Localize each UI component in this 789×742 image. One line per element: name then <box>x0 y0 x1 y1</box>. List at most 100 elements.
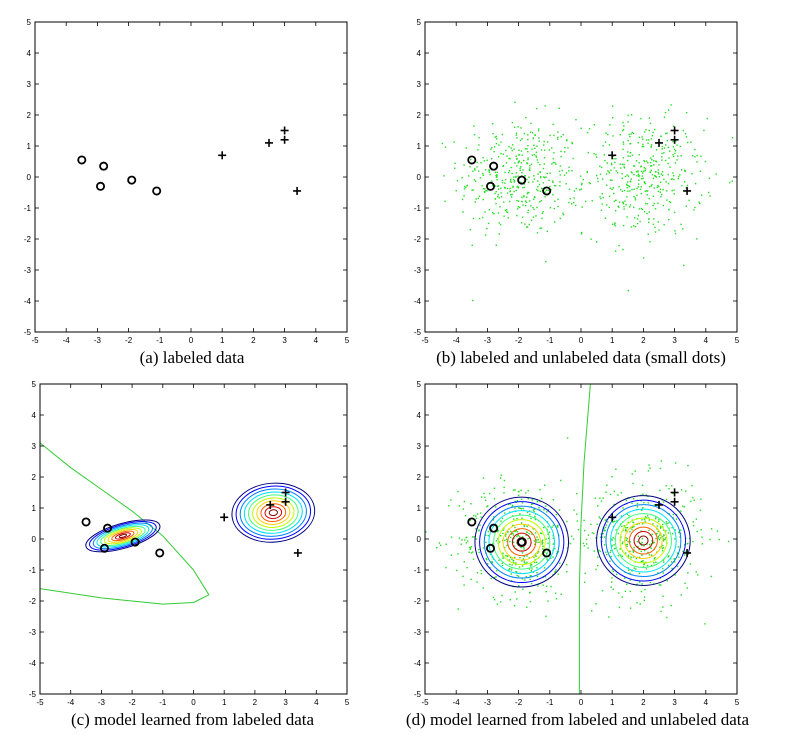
unlabeled-point <box>517 200 520 202</box>
unlabeled-point <box>443 175 445 177</box>
unlabeled-point <box>527 537 529 540</box>
x-tick-label: -4 <box>63 336 71 345</box>
unlabeled-point <box>534 532 537 534</box>
unlabeled-point <box>629 531 631 533</box>
unlabeled-point <box>629 135 631 138</box>
unlabeled-point <box>657 184 659 187</box>
unlabeled-point <box>544 575 547 578</box>
unlabeled-point <box>649 161 652 164</box>
unlabeled-point <box>471 189 473 191</box>
unlabeled-point <box>729 181 731 184</box>
unlabeled-point <box>520 222 523 224</box>
unlabeled-point <box>629 572 631 575</box>
unlabeled-point <box>679 145 682 148</box>
unlabeled-point <box>512 561 515 564</box>
unlabeled-point <box>680 168 683 171</box>
unlabeled-point <box>593 124 596 126</box>
unlabeled-point <box>495 135 497 138</box>
unlabeled-point <box>632 550 634 552</box>
unlabeled-point <box>656 525 659 527</box>
unlabeled-point <box>508 170 511 172</box>
unlabeled-point <box>654 208 657 210</box>
unlabeled-point <box>521 200 523 203</box>
unlabeled-point <box>659 489 661 492</box>
unlabeled-point <box>597 180 599 183</box>
unlabeled-point <box>621 129 624 132</box>
unlabeled-point <box>542 167 545 170</box>
y-tick-label: -3 <box>29 628 37 637</box>
decision-boundary <box>578 384 591 694</box>
unlabeled-point <box>568 201 570 204</box>
unlabeled-point <box>545 590 547 593</box>
unlabeled-point <box>657 171 659 174</box>
unlabeled-point <box>476 161 478 164</box>
unlabeled-point <box>482 587 485 589</box>
contour-line <box>235 485 312 540</box>
unlabeled-point <box>684 169 686 172</box>
unlabeled-point <box>504 178 507 181</box>
unlabeled-point <box>618 206 620 208</box>
unlabeled-point <box>628 514 630 517</box>
unlabeled-point <box>650 165 653 167</box>
unlabeled-point <box>660 135 662 137</box>
unlabeled-point <box>497 212 500 214</box>
unlabeled-point <box>472 217 475 220</box>
unlabeled-point <box>646 564 649 567</box>
unlabeled-point <box>475 515 477 517</box>
unlabeled-point <box>655 176 657 178</box>
unlabeled-point <box>581 231 583 234</box>
unlabeled-point <box>509 158 511 160</box>
y-tick-label: 0 <box>27 173 32 182</box>
unlabeled-point <box>581 182 583 184</box>
unlabeled-point <box>627 289 630 292</box>
unlabeled-point <box>514 507 516 509</box>
unlabeled-point <box>478 551 480 554</box>
unlabeled-point <box>629 206 631 208</box>
unlabeled-point <box>493 576 496 579</box>
unlabeled-point <box>493 150 495 153</box>
unlabeled-point <box>627 151 629 153</box>
unlabeled-point <box>514 556 516 559</box>
unlabeled-point <box>682 505 684 507</box>
unlabeled-point <box>485 534 487 536</box>
unlabeled-point <box>637 186 640 188</box>
unlabeled-point <box>641 541 643 544</box>
unlabeled-point <box>676 552 679 554</box>
unlabeled-point <box>618 244 620 247</box>
unlabeled-point <box>670 604 672 607</box>
unlabeled-point <box>690 141 692 143</box>
unlabeled-point <box>625 552 627 554</box>
unlabeled-point <box>671 178 673 180</box>
unlabeled-point <box>611 545 613 547</box>
unlabeled-point <box>513 604 516 607</box>
unlabeled-point <box>609 179 612 181</box>
unlabeled-point <box>513 190 515 193</box>
unlabeled-point <box>674 574 676 576</box>
unlabeled-point <box>648 211 650 213</box>
unlabeled-point <box>515 570 517 573</box>
unlabeled-point <box>496 178 498 181</box>
unlabeled-point <box>534 134 536 137</box>
unlabeled-point <box>511 558 513 560</box>
x-tick-label: 4 <box>314 336 319 345</box>
unlabeled-point <box>655 149 658 151</box>
x-tick-label: 1 <box>220 336 225 345</box>
unlabeled-point <box>566 520 568 523</box>
unlabeled-point <box>486 505 488 508</box>
unlabeled-point <box>510 579 513 582</box>
unlabeled-point <box>628 133 630 136</box>
unlabeled-point <box>676 144 678 146</box>
unlabeled-point <box>510 569 513 571</box>
class-o-points <box>81 517 165 558</box>
unlabeled-point <box>524 579 526 581</box>
unlabeled-point <box>557 205 559 208</box>
unlabeled-point <box>526 561 528 564</box>
unlabeled-point <box>508 200 511 203</box>
unlabeled-point <box>525 575 528 578</box>
unlabeled-point <box>659 534 661 536</box>
unlabeled-point <box>663 223 665 226</box>
unlabeled-point <box>649 241 651 243</box>
unlabeled-cluster <box>547 460 730 625</box>
unlabeled-point <box>647 551 649 554</box>
